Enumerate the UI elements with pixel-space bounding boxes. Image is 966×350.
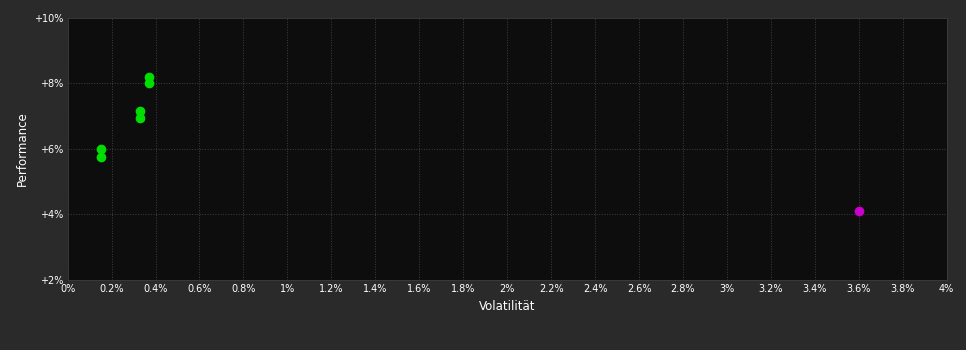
Point (141, 80, 156, 86)
Point (141, 74, 156, 79)
Point (132, 115, 148, 120)
Point (93, 154, 108, 160)
Point (132, 108, 148, 114)
X-axis label: Volatilität: Volatilität (479, 300, 535, 313)
Point (851, 208, 867, 214)
Y-axis label: Performance: Performance (15, 111, 29, 186)
Point (93, 146, 108, 152)
